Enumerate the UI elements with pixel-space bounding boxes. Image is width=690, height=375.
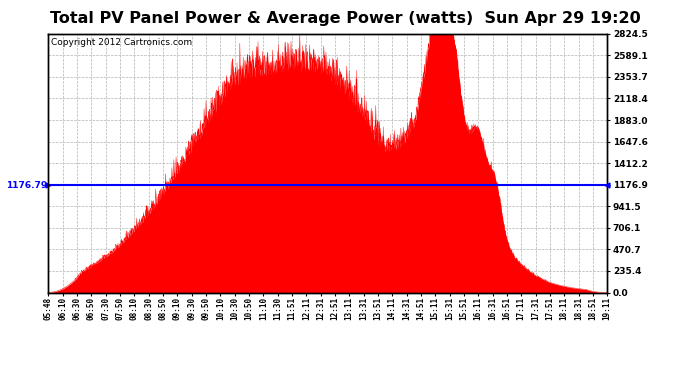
Text: Total PV Panel Power & Average Power (watts)  Sun Apr 29 19:20: Total PV Panel Power & Average Power (wa… [50, 11, 640, 26]
Text: Copyright 2012 Cartronics.com: Copyright 2012 Cartronics.com [51, 38, 193, 46]
